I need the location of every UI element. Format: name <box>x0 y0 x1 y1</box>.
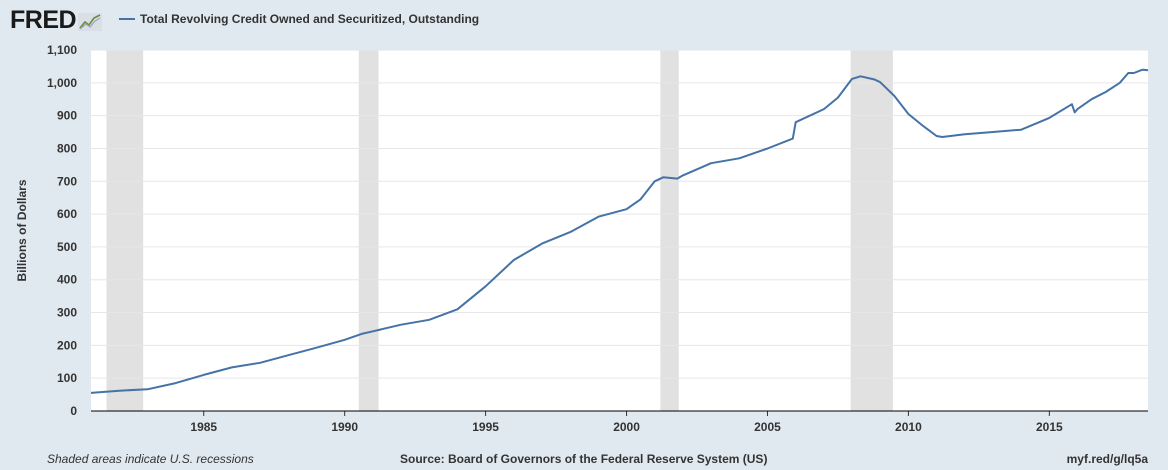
short-url-link[interactable]: myf.red/g/lq5a <box>1066 452 1148 466</box>
fred-logo-text: FRED <box>10 5 77 34</box>
y-axis-ticks: 0 100 200 300 400 500 600 700 800 900 1,000 1,100 <box>47 43 77 418</box>
x-tick-label: 2015 <box>1036 420 1063 434</box>
legend-series-label[interactable]: Total Revolving Credit Owned and Securit… <box>140 12 480 26</box>
y-tick-label: 300 <box>57 306 77 320</box>
x-axis-ticks: 1985 1990 1995 2000 2005 2010 2015 <box>190 411 1063 434</box>
y-tick-label: 800 <box>57 141 77 155</box>
fred-logo[interactable]: FRED <box>10 5 103 34</box>
y-tick-label: 100 <box>57 371 77 385</box>
recession-band <box>106 50 144 411</box>
plot-area <box>91 50 1148 411</box>
series-line[interactable] <box>90 68 1149 394</box>
source-credit: Source: Board of Governors of the Federa… <box>400 452 768 466</box>
x-tick-label: 2005 <box>754 420 781 434</box>
x-tick-label: 1985 <box>190 420 217 434</box>
recession-shading <box>106 50 893 411</box>
recession-band <box>660 50 679 411</box>
x-tick-label: 1990 <box>331 420 358 434</box>
y-tick-label: 1,100 <box>47 43 77 57</box>
y-tick-label: 0 <box>70 404 77 418</box>
y-tick-label: 900 <box>57 109 77 123</box>
line-chart[interactable]: 0 100 200 300 400 500 600 700 800 900 1,000 1,100 1… <box>0 0 1168 450</box>
y-axis-label: Billions of Dollars <box>15 179 29 281</box>
x-tick-label: 2000 <box>613 420 640 434</box>
recession-band <box>358 50 379 411</box>
trend-graph-icon <box>78 12 103 31</box>
y-tick-label: 1,000 <box>47 76 77 90</box>
legend-swatch <box>119 18 135 20</box>
y-tick-label: 400 <box>57 273 77 287</box>
chart-legend: Total Revolving Credit Owned and Securit… <box>119 12 479 26</box>
recession-band <box>850 50 893 411</box>
y-tick-label: 700 <box>57 174 77 188</box>
grid-lines <box>91 49 1148 379</box>
x-tick-label: 2010 <box>895 420 922 434</box>
y-tick-label: 600 <box>57 207 77 221</box>
x-tick-label: 1995 <box>472 420 499 434</box>
y-tick-label: 200 <box>57 338 77 352</box>
y-tick-label: 500 <box>57 240 77 254</box>
recession-note: Shaded areas indicate U.S. recessions <box>47 452 254 466</box>
